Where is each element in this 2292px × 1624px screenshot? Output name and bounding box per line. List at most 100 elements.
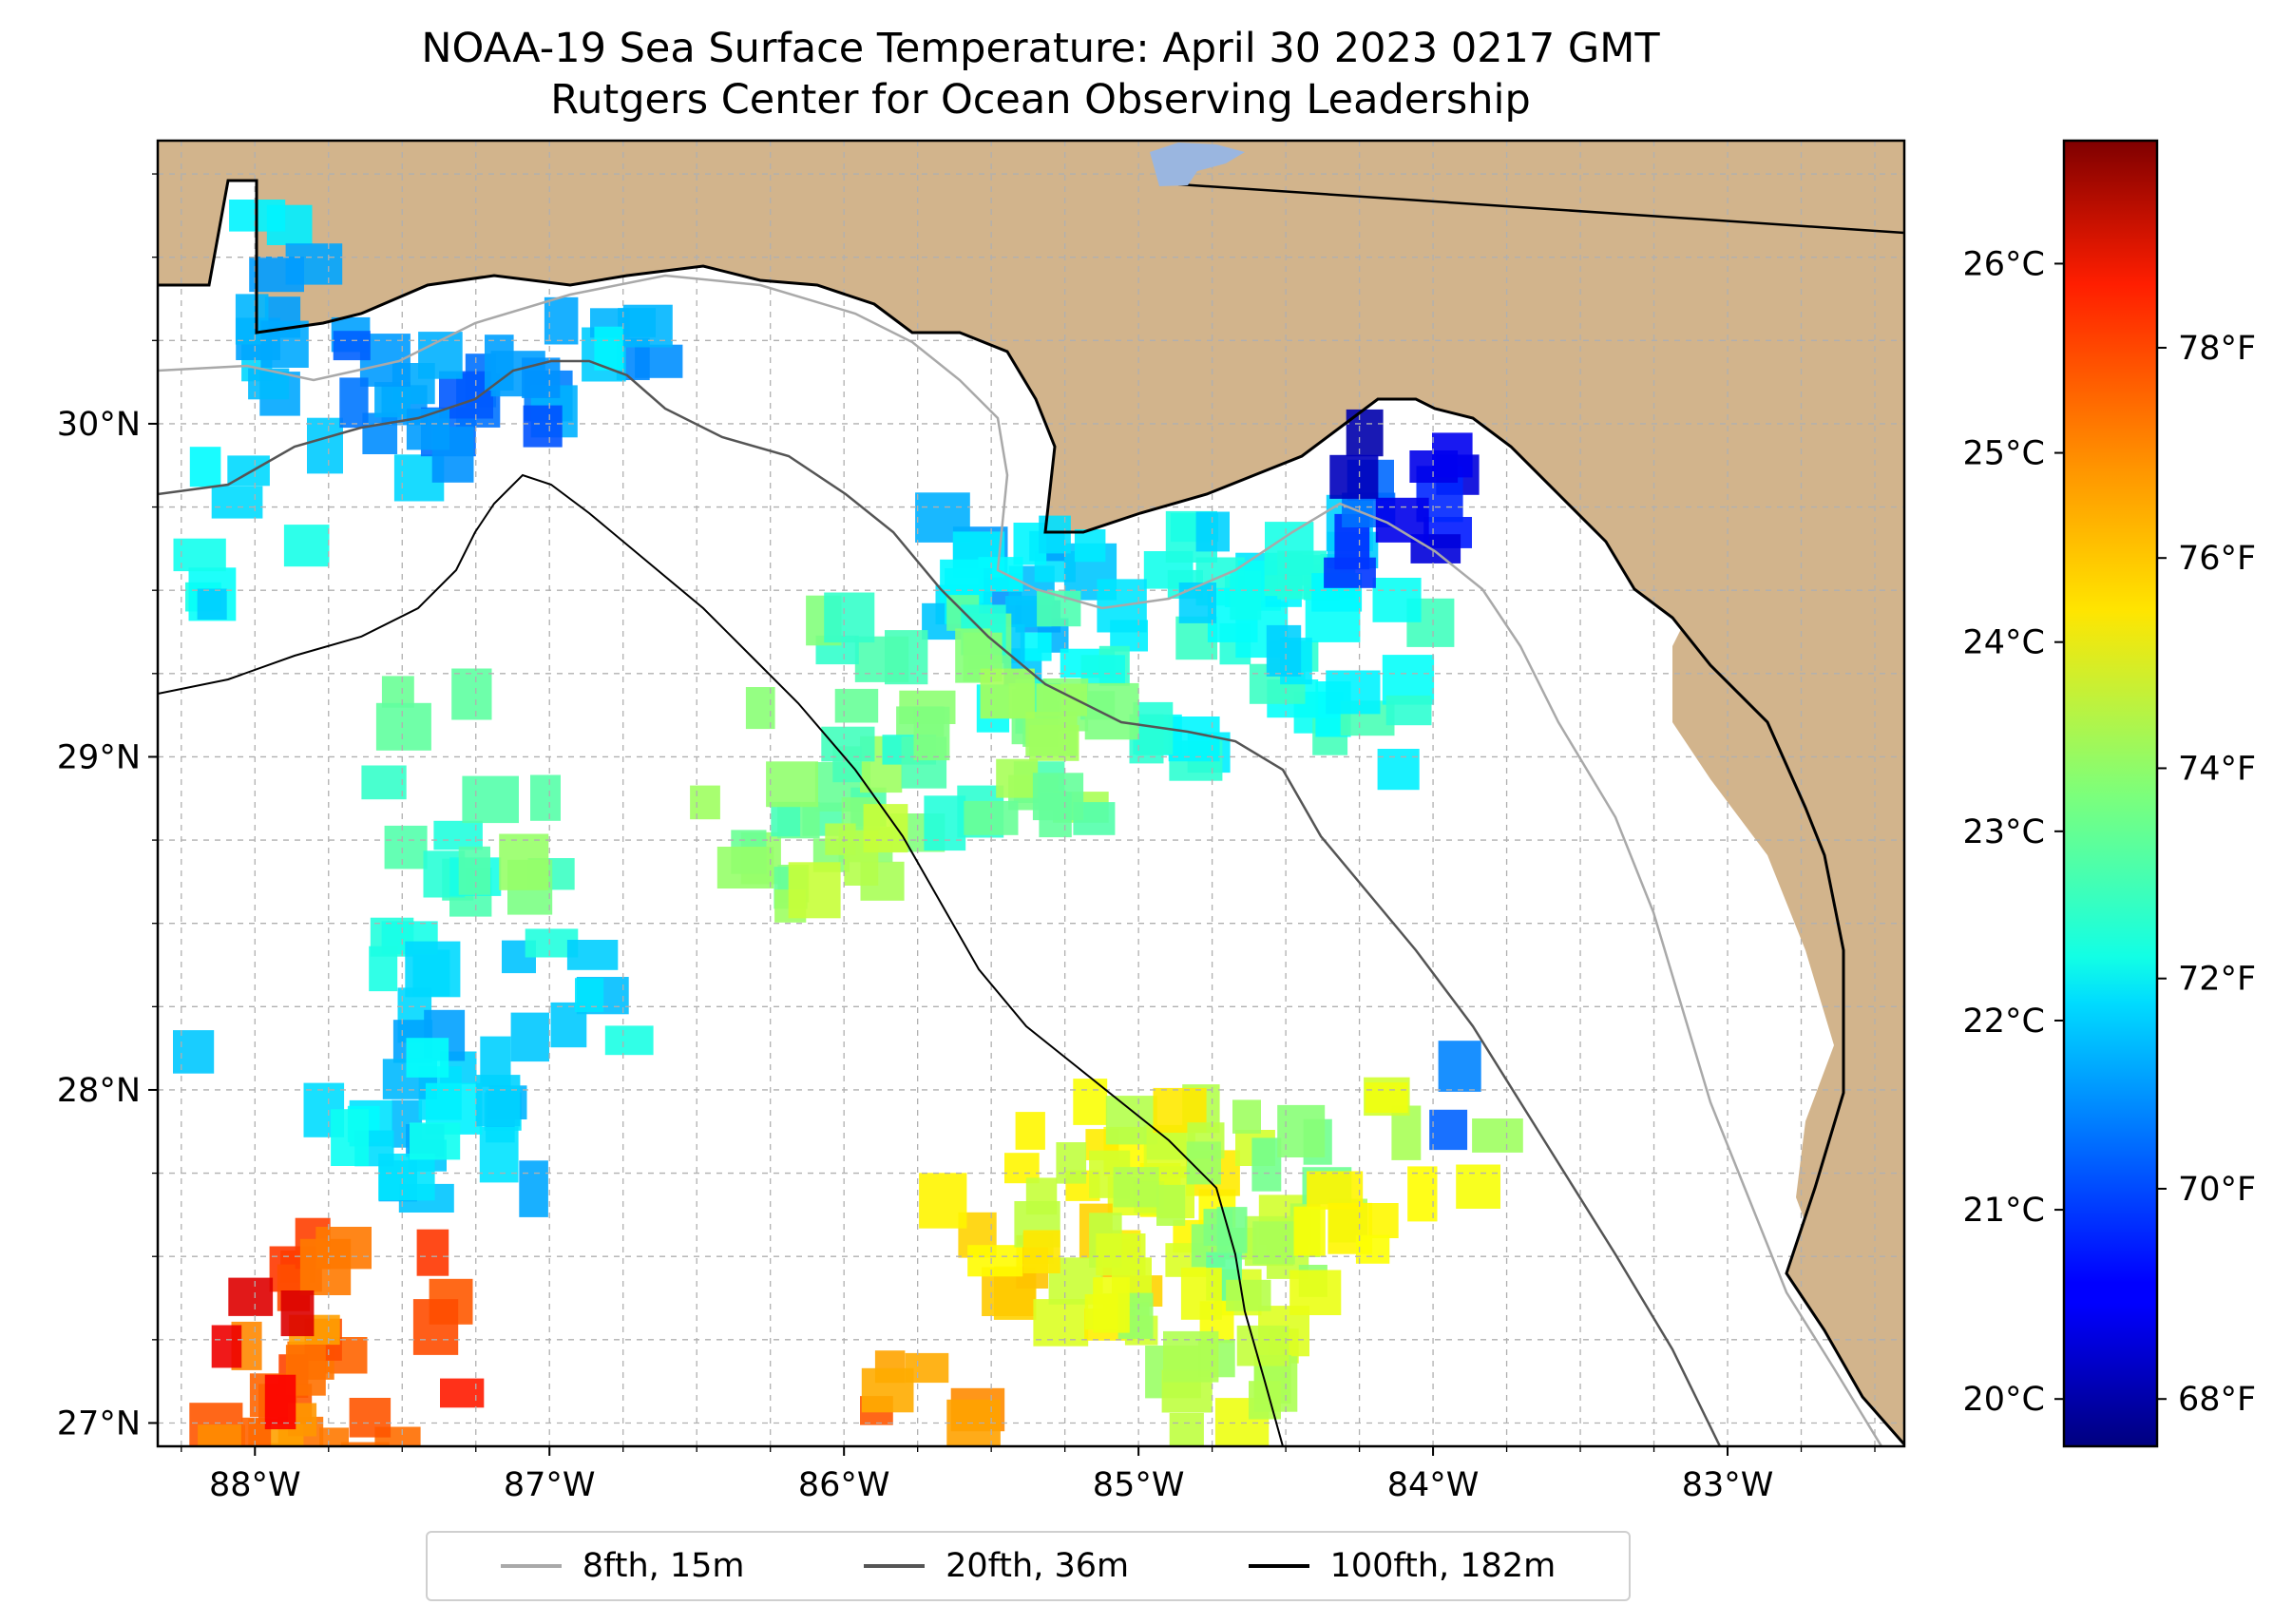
legend-label-8fth: 8fth, 15m (583, 1547, 745, 1585)
legend-line-8fth (501, 1564, 562, 1568)
legend-item-100fth: 100fth, 182m (1249, 1547, 1557, 1585)
sst-cell (1033, 773, 1083, 820)
sst-cell (382, 676, 414, 707)
sst-cell (1329, 455, 1378, 499)
lat-tick-label: 30°N (57, 406, 141, 444)
map-area[interactable] (158, 141, 1904, 1493)
fahrenheit-tick-label: 74°F (2178, 750, 2256, 788)
sst-cell (212, 487, 263, 519)
bathymetry-legend: 8fth, 15m 20fth, 36m 100fth, 182m (426, 1531, 1631, 1601)
sst-cell (1432, 432, 1473, 477)
sst-cell (350, 1398, 392, 1438)
sst-cell (1226, 1280, 1270, 1311)
sst-cell (265, 1375, 296, 1429)
sst-cell (1085, 683, 1139, 739)
sst-cell (1232, 1099, 1261, 1134)
sst-cell (385, 826, 428, 869)
sst-cell (1217, 1207, 1248, 1253)
fahrenheit-tick-label: 76°F (2178, 540, 2256, 578)
celsius-tick-label: 25°C (1963, 435, 2045, 473)
sst-cell (524, 406, 563, 448)
sst-cell (1230, 570, 1261, 620)
lon-tick-label: 84°W (1387, 1466, 1480, 1504)
sst-cell (1368, 1203, 1398, 1238)
sst-cell (407, 1038, 449, 1078)
sst-cell (417, 1230, 449, 1276)
sst-cell (499, 834, 548, 890)
sst-cell (307, 418, 343, 474)
sst-cell (1075, 529, 1106, 562)
sst-cell (1289, 1271, 1341, 1316)
sst-cell (924, 795, 965, 850)
sst-cell (1324, 558, 1376, 588)
sst-cell (1251, 1137, 1281, 1191)
sst-cell (996, 759, 1038, 798)
sst-cell (967, 1245, 1022, 1276)
celsius-tick-label: 26°C (1963, 245, 2045, 283)
sst-cell (281, 1290, 315, 1336)
longitude-axis: 88°W87°W86°W85°W84°W83°W (181, 1446, 1875, 1504)
sst-cell (771, 802, 800, 836)
colorbar-celsius-ticks: 26°C25°C24°C23°C22°C21°C20°C (1963, 245, 2064, 1419)
sst-cell (476, 1075, 521, 1126)
sst-cell (440, 1379, 484, 1408)
sst-cell (575, 978, 603, 1012)
lon-tick-label: 88°W (209, 1466, 301, 1504)
celsius-tick-label: 21°C (1963, 1192, 2045, 1230)
sst-cell (212, 1326, 242, 1368)
celsius-tick-label: 20°C (1963, 1381, 2045, 1419)
sst-cell (1016, 1112, 1045, 1150)
sst-cell (1439, 1041, 1481, 1092)
legend-label-20fth: 20fth, 36m (945, 1547, 1129, 1585)
sst-cell (1429, 1110, 1467, 1150)
sst-cell (946, 1400, 1001, 1451)
celsius-tick-label: 23°C (1963, 813, 2045, 851)
sst-cell (825, 824, 855, 855)
colorbar-fahrenheit-ticks: 78°F76°F74°F72°F70°F68°F (2157, 330, 2256, 1419)
sst-cell (766, 761, 818, 807)
sst-cell (1326, 671, 1380, 715)
sst-cell (1170, 1413, 1204, 1469)
sst-cell (228, 1278, 273, 1316)
sst-cell (334, 331, 371, 360)
sst-cell (331, 1109, 369, 1166)
lon-tick-label: 83°W (1682, 1466, 1774, 1504)
sst-cell (451, 669, 491, 720)
sst-cell (789, 862, 841, 918)
sst-cell (376, 703, 431, 751)
lat-tick-label: 29°N (57, 738, 141, 776)
sst-cell (1073, 1079, 1107, 1125)
legend-item-8fth: 8fth, 15m (501, 1547, 745, 1585)
sst-cell (1056, 1142, 1086, 1184)
sst-cell (198, 589, 227, 621)
sst-cell (832, 746, 862, 782)
sst-cell (717, 847, 774, 888)
celsius-tick-label: 24°C (1963, 624, 2045, 662)
sst-cell (1267, 625, 1301, 677)
sst-cell (315, 1227, 372, 1269)
sst-cell (1179, 583, 1216, 623)
sst-cell (605, 1025, 654, 1055)
sst-cell (862, 1368, 914, 1413)
sst-cell (319, 1427, 349, 1477)
sst-cell (519, 1160, 548, 1217)
sst-cell (981, 669, 1035, 719)
sst-cell (462, 776, 519, 824)
lon-tick-label: 86°W (798, 1466, 890, 1504)
sst-cell (480, 1127, 519, 1183)
sst-cell (1356, 1235, 1389, 1264)
sst-cell (1023, 1231, 1060, 1274)
sst-cell (418, 332, 463, 379)
sst-cell (855, 637, 908, 682)
sst-cell (1386, 696, 1432, 725)
sst-cell (410, 1122, 460, 1159)
legend-line-20fth (864, 1564, 925, 1568)
sst-cell (1093, 1277, 1130, 1332)
sst-cell (1181, 1268, 1222, 1320)
sst-cell (284, 525, 330, 566)
sst-cell (1163, 1331, 1218, 1383)
fahrenheit-tick-label: 68°F (2178, 1381, 2256, 1419)
lon-tick-label: 85°W (1093, 1466, 1185, 1504)
sst-cell (374, 382, 411, 417)
latitude-axis: 30°N29°N28°N27°N (57, 174, 158, 1442)
